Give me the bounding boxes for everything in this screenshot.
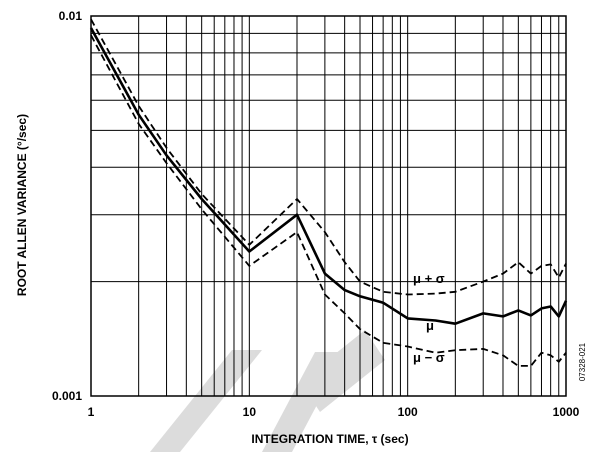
series-layer [89, 18, 568, 367]
y-tick-label: 0.01 [59, 9, 83, 23]
series-label-mu-plus-sigma: μ + σ [413, 271, 445, 286]
x-tick-label: 1 [88, 405, 95, 419]
x-tick-label: 10 [243, 405, 257, 419]
series-label-mu: μ [426, 318, 434, 333]
plot-border [90, 15, 567, 397]
tick-labels: 1 10 100 1000 0.001 0.01 [52, 9, 580, 419]
x-tick-label: 1000 [553, 405, 580, 419]
grid-lines [91, 16, 566, 396]
series-line-mu-plus-sigma [90, 18, 567, 296]
y-axis-title: ROOT ALLEN VARIANCE (°/sec) [15, 114, 29, 296]
figure-id: 07328-021 [578, 342, 587, 381]
series-line-mu [89, 27, 568, 326]
series-label-mu-minus-sigma: μ − σ [413, 350, 445, 365]
y-tick-label: 0.001 [52, 389, 82, 403]
x-axis-title: INTEGRATION TIME, τ (sec) [251, 432, 408, 446]
series-line-mu-minus-sigma [90, 34, 567, 367]
x-tick-label: 100 [398, 405, 418, 419]
plot-frame [90, 15, 567, 397]
